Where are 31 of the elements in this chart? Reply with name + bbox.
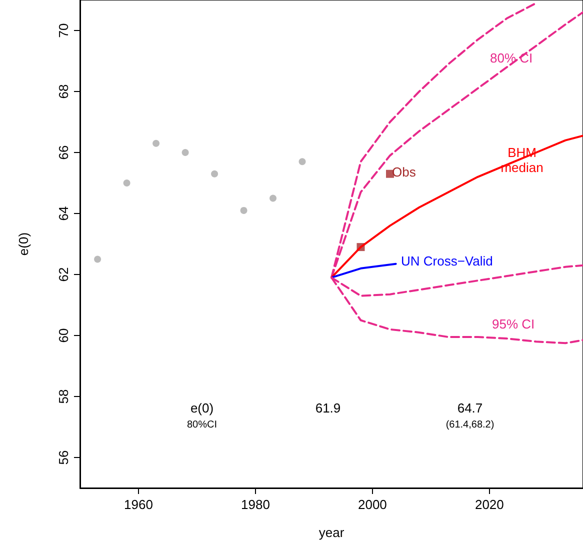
y-axis-title: e(0) <box>16 232 31 256</box>
point <box>123 180 130 186</box>
point <box>152 140 160 147</box>
y-tick-label: 70 <box>56 23 71 38</box>
point <box>298 158 306 166</box>
y-tick-label: 62 <box>56 267 71 282</box>
annotation: Obs <box>392 164 416 180</box>
x-tick-label: 1980 <box>241 497 270 512</box>
y-tick-label: 68 <box>56 84 71 99</box>
annotation: 64.7 <box>457 400 483 416</box>
x-axis-title: year <box>318 525 345 540</box>
annotation: UN Cross−Valid <box>401 254 493 268</box>
point <box>270 194 277 202</box>
annotation: 95% CI <box>492 316 535 332</box>
point <box>240 206 248 214</box>
point <box>182 149 189 156</box>
point <box>211 170 218 178</box>
x-tick-label: 2000 <box>358 497 387 512</box>
annotation: e(0) <box>190 400 214 416</box>
y-tick-label: 66 <box>56 145 71 160</box>
line-series <box>330 134 583 279</box>
y-tick-label: 60 <box>56 328 71 343</box>
x-tick-label: 2020 <box>474 497 504 512</box>
annotation: 80%CI <box>186 420 218 430</box>
annotation: (61.4,68.2) <box>446 420 494 430</box>
y-tick-label: 56 <box>56 450 71 465</box>
annotation: 61.9 <box>315 400 341 416</box>
point <box>94 256 102 263</box>
y-tick-label: 64 <box>56 206 71 221</box>
x-tick-label: 1960 <box>124 497 153 512</box>
y-tick-label: 58 <box>56 389 71 404</box>
